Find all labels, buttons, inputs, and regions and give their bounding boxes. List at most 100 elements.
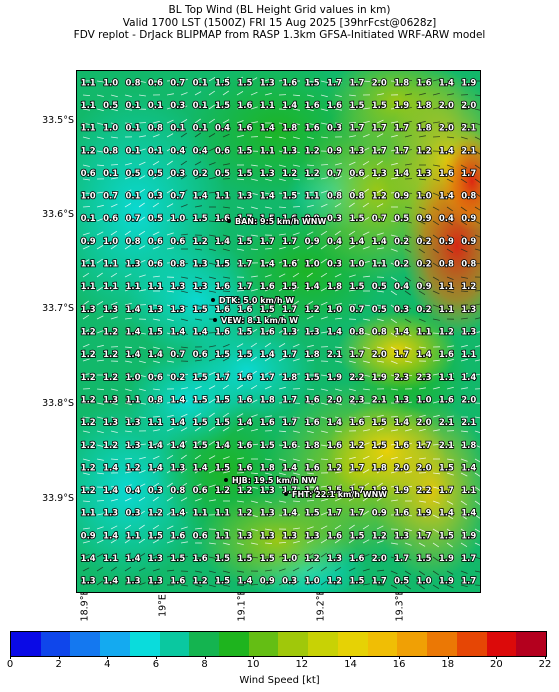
bl-height-value: 1.7 [282, 305, 297, 315]
wind-arrow [362, 107, 370, 110]
wind-arrow [250, 342, 258, 348]
bl-height-value: 1.5 [349, 577, 364, 587]
bl-height-value: 1.2 [305, 554, 320, 564]
site-marker[interactable] [213, 318, 217, 322]
bl-height-value: 1.6 [260, 328, 275, 338]
wind-arrow [362, 120, 370, 124]
wind-arrow [208, 499, 216, 502]
bl-height-value: 0.3 [170, 169, 185, 179]
wind-arrow [474, 206, 480, 211]
wind-arrow [404, 332, 412, 337]
wind-arrow [194, 440, 201, 446]
wind-arrow [460, 401, 469, 404]
wind-arrow [306, 402, 314, 405]
wind-map[interactable]: 1.1 1.0 0.8 0.6 0.7 0.1 1.5 1.5 1.3 1.6 1.5 1.7 1.7 2… [76, 70, 481, 593]
wind-arrow [334, 484, 342, 488]
bl-height-value: 0.7 [327, 169, 342, 179]
colorbar-swatch [11, 632, 41, 656]
bl-height-value: 1.5 [193, 396, 208, 406]
bl-height-value: 1.5 [282, 282, 297, 292]
wind-arrow [194, 483, 202, 488]
wind-arrow [474, 136, 480, 140]
wind-arrow [96, 204, 104, 208]
bl-height-value: 1.2 [305, 305, 320, 315]
site-label: FHT: 22.1 km/h WNW [292, 490, 387, 499]
wind-arrow [208, 90, 216, 96]
bl-height-value: 1.3 [260, 78, 275, 88]
wind-arrow [362, 202, 370, 208]
wind-arrow [222, 456, 230, 460]
wind-arrow [124, 176, 132, 180]
wind-arrow [404, 401, 412, 404]
wind-arrow [152, 416, 161, 418]
wind-arrow [82, 358, 90, 362]
wind-arrow [250, 192, 258, 196]
wind-arrow [138, 443, 146, 446]
wind-arrow [124, 203, 132, 208]
wind-arrow [278, 206, 287, 208]
wind-arrow [334, 458, 343, 460]
wind-arrow [236, 134, 244, 138]
site-marker[interactable] [224, 478, 228, 482]
wind-arrow [124, 360, 132, 363]
wind-arrow [124, 149, 132, 152]
colorbar-tick-mark [253, 656, 255, 659]
wind-arrow [208, 133, 216, 138]
wind-arrow [418, 248, 426, 254]
bl-height-value: 1.7 [372, 124, 387, 134]
wind-arrow [208, 176, 216, 180]
wind-arrow [376, 482, 383, 488]
wind-map-canvas: 1.1 1.0 0.8 0.6 0.7 0.1 1.5 1.5 1.3 1.6 1.5 1.7 1.7 2… [77, 71, 480, 592]
wind-arrow [446, 192, 454, 197]
bl-height-value: 2.2 [416, 486, 431, 496]
site-marker[interactable] [211, 298, 215, 302]
bl-height-value: 0.7 [125, 214, 140, 224]
wind-arrow [96, 416, 104, 419]
wind-arrow [362, 134, 370, 138]
wind-arrow [404, 234, 412, 239]
wind-arrow [348, 332, 356, 335]
wind-arrow [390, 318, 398, 324]
bl-height-value: 1.4 [260, 124, 275, 134]
wind-arrow [362, 174, 370, 180]
bl-height-value: 1.0 [349, 260, 364, 270]
bl-height-value: 1.5 [237, 169, 252, 179]
wind-arrow [194, 584, 202, 588]
bl-height-value: 1.9 [327, 373, 342, 383]
bl-height-value: 0.8 [461, 192, 476, 202]
wind-arrow [334, 581, 342, 586]
wind-arrow [96, 500, 105, 502]
wind-arrow [460, 248, 468, 253]
wind-arrow [208, 262, 216, 266]
bl-height-value: 1.5 [439, 531, 454, 541]
wind-arrow [362, 524, 370, 530]
wind-arrow [250, 315, 258, 320]
wind-arrow [278, 164, 286, 168]
wind-arrow [418, 318, 426, 322]
wind-arrow [166, 174, 174, 180]
colorbar-swatch [337, 632, 368, 656]
bl-height-value: 0.8 [372, 328, 387, 338]
wind-arrow [264, 192, 272, 196]
wind-arrow [390, 332, 398, 338]
bl-height-value: 1.1 [148, 282, 163, 292]
bl-height-value: 1.4 [260, 260, 275, 270]
site-marker[interactable] [284, 492, 288, 496]
wind-arrow [306, 539, 314, 544]
wind-arrow [418, 401, 426, 404]
wind-arrow [222, 441, 230, 446]
bl-height-value: 1.2 [103, 350, 118, 360]
bl-height-value: 1.4 [103, 463, 118, 473]
wind-arrow [320, 164, 329, 166]
bl-height-value: 1.7 [237, 282, 252, 292]
wind-arrow [264, 220, 272, 223]
wind-arrow [236, 220, 244, 224]
site-marker[interactable] [227, 219, 231, 223]
wind-arrow [334, 176, 342, 180]
wind-arrow [236, 514, 244, 517]
bl-height-value: 0.3 [125, 509, 140, 519]
bl-height-value: 1.3 [148, 305, 163, 315]
wind-arrow [124, 538, 131, 544]
wind-arrow [474, 514, 480, 519]
wind-arrow [460, 164, 468, 169]
